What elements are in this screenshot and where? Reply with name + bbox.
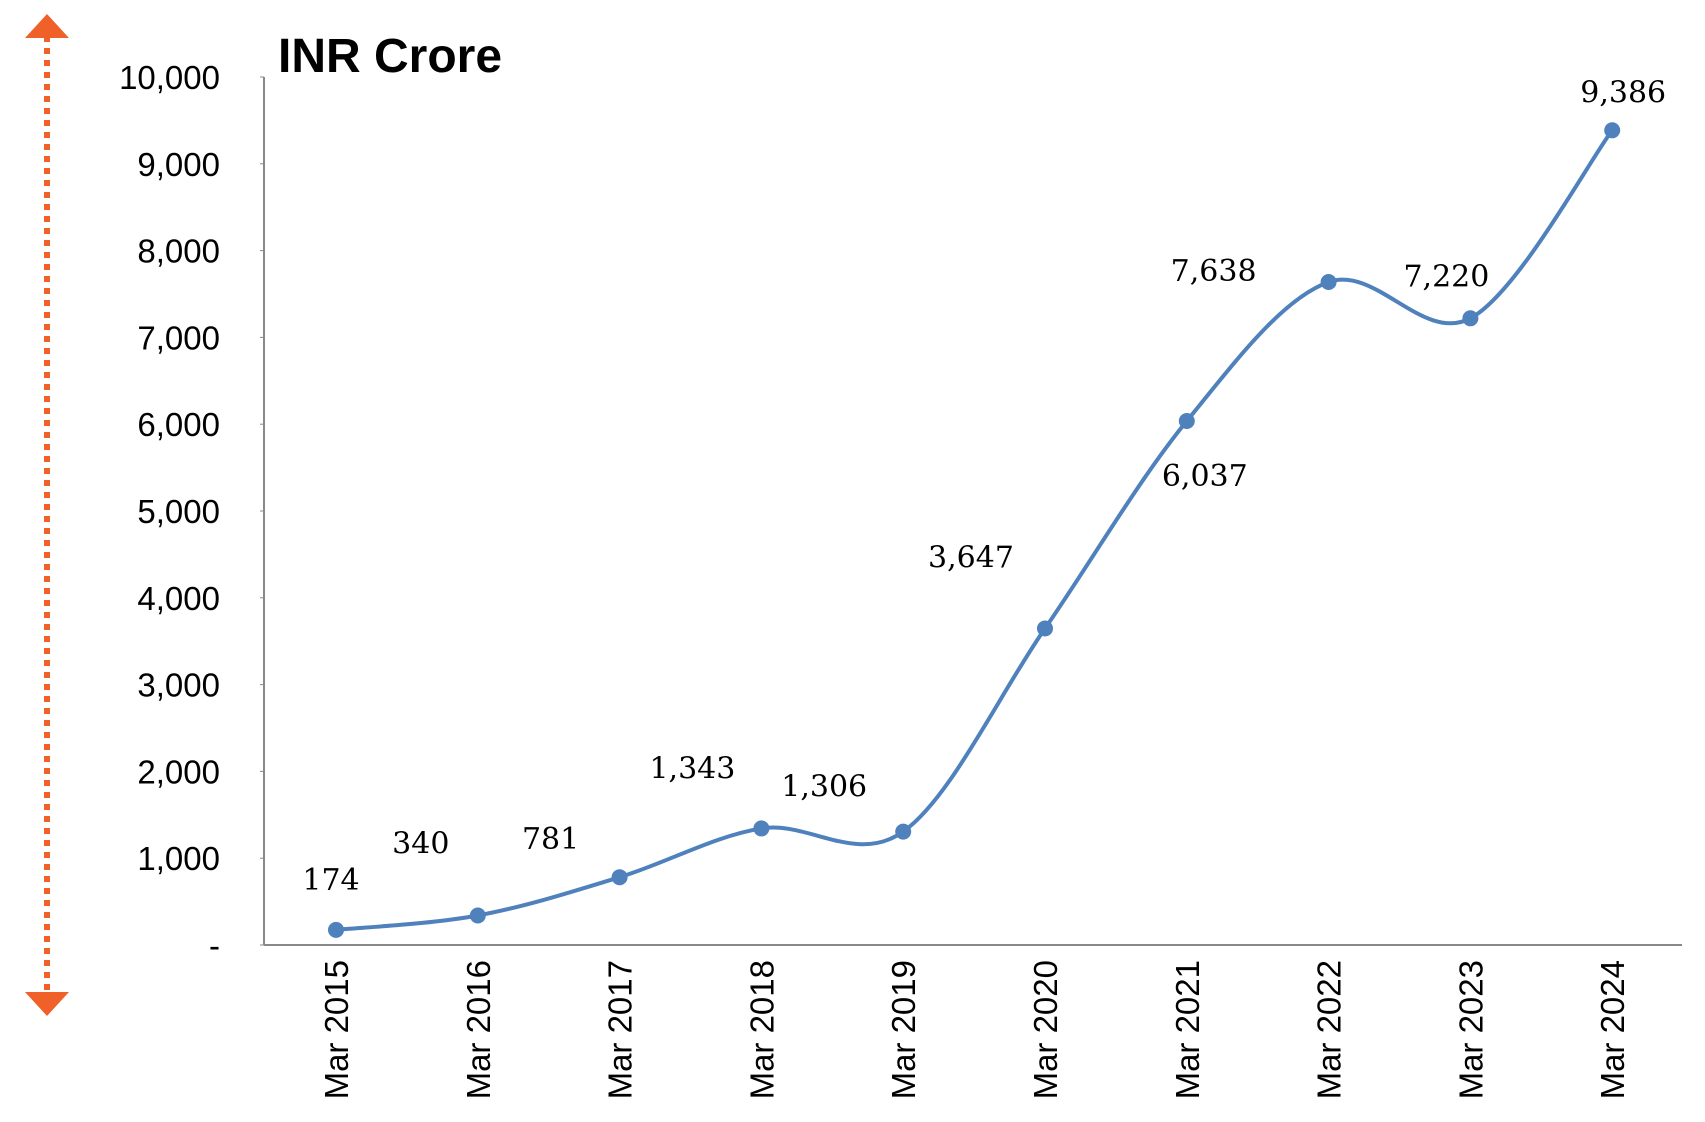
chart-title: INR Crore — [278, 30, 502, 83]
data-point — [1604, 122, 1621, 139]
y-tick-label: 6,000 — [137, 406, 220, 443]
data-point — [1462, 310, 1479, 327]
data-point — [1178, 412, 1195, 429]
x-tick-label: Mar 2019 — [885, 960, 922, 1099]
x-tick-label: Mar 2022 — [1311, 960, 1348, 1099]
data-label: 7,638 — [1171, 254, 1257, 289]
data-label: 1,343 — [649, 751, 735, 786]
data-label: 9,386 — [1580, 75, 1666, 110]
y-tick-label: 4,000 — [137, 580, 220, 617]
y-tick-label: - — [209, 927, 220, 964]
data-label: 174 — [302, 863, 359, 898]
data-point — [611, 869, 628, 886]
data-label: 340 — [392, 826, 449, 861]
y-tick-label: 10,000 — [119, 59, 220, 96]
y-tick-label: 3,000 — [137, 667, 220, 704]
decorative-arrow — [25, 14, 69, 1016]
data-label: 7,220 — [1403, 259, 1489, 294]
line — [335, 129, 1614, 932]
data-label: 3,647 — [928, 540, 1014, 575]
data-point — [753, 820, 770, 837]
x-tick-label: Mar 2018 — [743, 960, 780, 1099]
y-tick-label: 5,000 — [137, 493, 220, 530]
data-label: 1,306 — [781, 770, 867, 805]
x-tick-label: Mar 2015 — [318, 960, 355, 1099]
data-point — [1037, 620, 1053, 637]
y-tick-label: 1,000 — [137, 840, 220, 877]
y-tick-label: 9,000 — [137, 146, 220, 183]
y-tick-label: 7,000 — [137, 319, 220, 356]
data-point — [469, 907, 486, 924]
x-tick-label: Mar 2016 — [460, 960, 497, 1099]
x-tick-label: Mar 2021 — [1169, 960, 1206, 1099]
y-tick-label: 8,000 — [137, 233, 220, 270]
data-point — [328, 921, 344, 938]
data-point — [1320, 274, 1337, 291]
data-label: 781 — [522, 822, 579, 857]
x-tick-label: Mar 2020 — [1027, 960, 1064, 1099]
data-point — [895, 823, 912, 840]
x-tick-label: Mar 2024 — [1594, 960, 1631, 1099]
x-tick-label: Mar 2023 — [1452, 960, 1489, 1099]
y-tick-label: 2,000 — [137, 753, 220, 790]
x-tick-label: Mar 2017 — [602, 960, 639, 1099]
data-label: 6,037 — [1162, 459, 1248, 494]
